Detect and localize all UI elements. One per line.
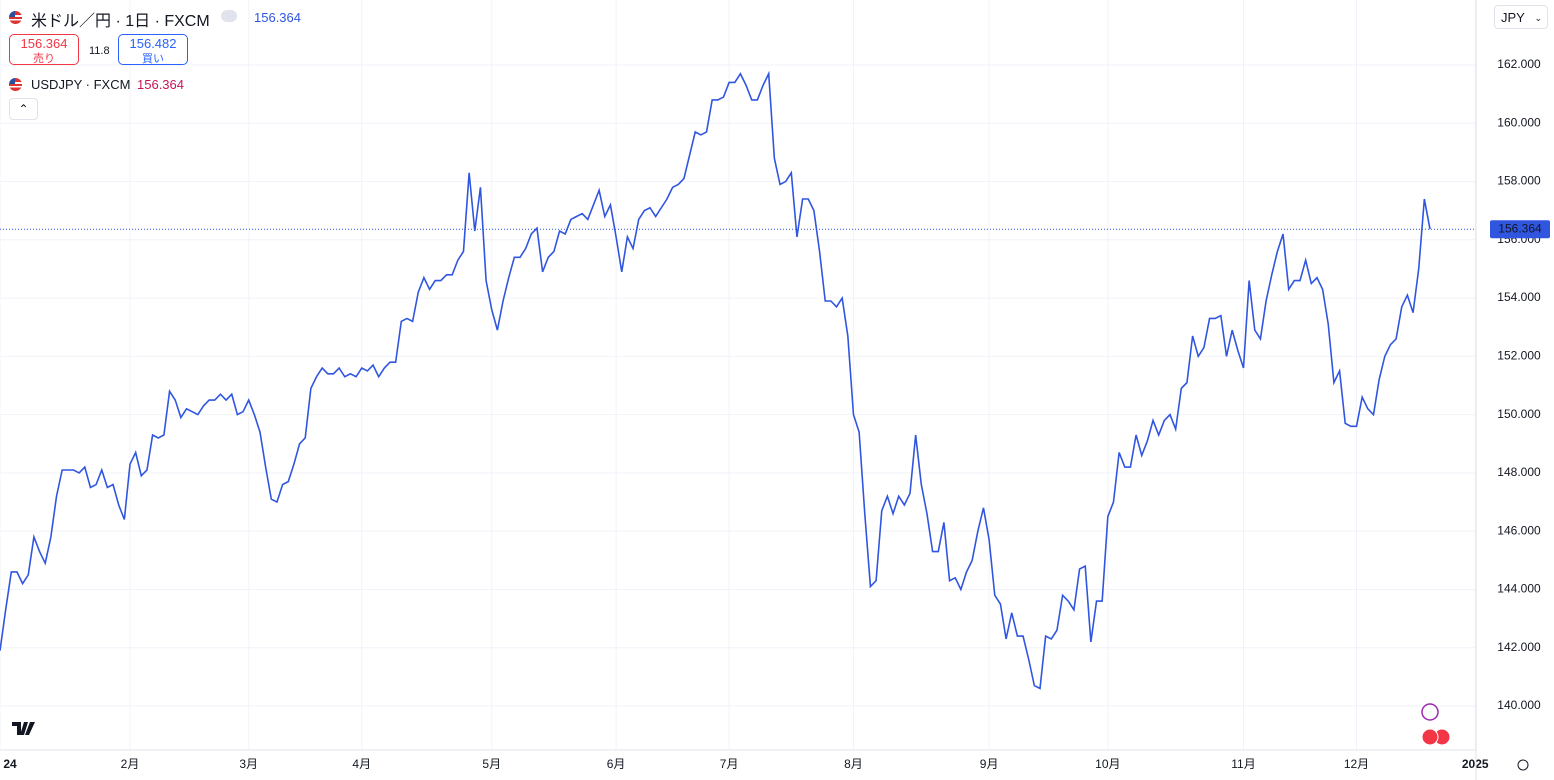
x-tick-label: 5月: [482, 757, 501, 771]
legend-price: 156.364: [137, 77, 184, 92]
currency: JPY: [1501, 10, 1525, 25]
sell-button[interactable]: 156.364 売り: [9, 34, 79, 65]
x-tick-label: 24: [3, 757, 17, 771]
y-tick-label: 154.000: [1497, 290, 1541, 304]
y-tick-label: 142.000: [1497, 640, 1541, 654]
x-tick-label: 3月: [239, 757, 258, 771]
last-price: 156.364: [254, 10, 301, 25]
x-tick-label: 4月: [352, 757, 371, 771]
x-tick-label: 11月: [1231, 757, 1255, 771]
y-tick-label: 140.000: [1497, 698, 1541, 712]
y-tick-label: 144.000: [1497, 582, 1541, 596]
spread: 11.8: [89, 45, 110, 57]
ask-price: 156.482: [129, 36, 177, 51]
x-tick-label: 12月: [1344, 757, 1369, 771]
flag-icon: [9, 11, 22, 24]
y-tick-label: 148.000: [1497, 465, 1541, 479]
y-tick-label: 160.000: [1497, 115, 1541, 129]
legend-entry: USDJPY · FXCM: [31, 77, 131, 92]
axis-panel: [1476, 0, 1554, 780]
last-price-badge: [1490, 220, 1550, 239]
x-tick-label: 9月: [980, 757, 999, 771]
y-tick-label: 150.000: [1497, 407, 1541, 421]
y-tick-label: 146.000: [1497, 523, 1541, 537]
y-tick-label: 162.000: [1497, 57, 1541, 71]
settings-icon: [1517, 759, 1529, 771]
y-tick-label: 152.000: [1497, 349, 1541, 363]
bid-label: 売り: [33, 53, 55, 65]
collapse-button[interactable]: ⌃: [9, 98, 38, 120]
bid-price: 156.364: [20, 36, 68, 51]
status-dot: [221, 10, 237, 22]
buy-button[interactable]: 156.482 買い: [118, 34, 188, 65]
logo: [12, 722, 35, 735]
x-tick-label: 10月: [1095, 757, 1120, 771]
price-line: [0, 70, 1431, 690]
x-tick-label: 2025: [1462, 757, 1489, 771]
flag-icon: [9, 78, 22, 91]
x-tick-label: 7月: [720, 757, 739, 771]
event-icon: [1421, 728, 1439, 746]
chart-title: 米ドル／円 · 1日 · FXCM: [31, 13, 210, 30]
x-tick-label: 2月: [121, 757, 140, 771]
y-tick-label: 158.000: [1497, 174, 1541, 188]
x-tick-label: 8月: [844, 757, 863, 771]
currency-select[interactable]: JPY ⌄: [1494, 5, 1548, 29]
last-price-label: 156.364: [1498, 221, 1542, 235]
ask-label: 買い: [142, 53, 164, 65]
event-icon: [1421, 703, 1439, 721]
x-tick-label: 6月: [607, 757, 626, 771]
